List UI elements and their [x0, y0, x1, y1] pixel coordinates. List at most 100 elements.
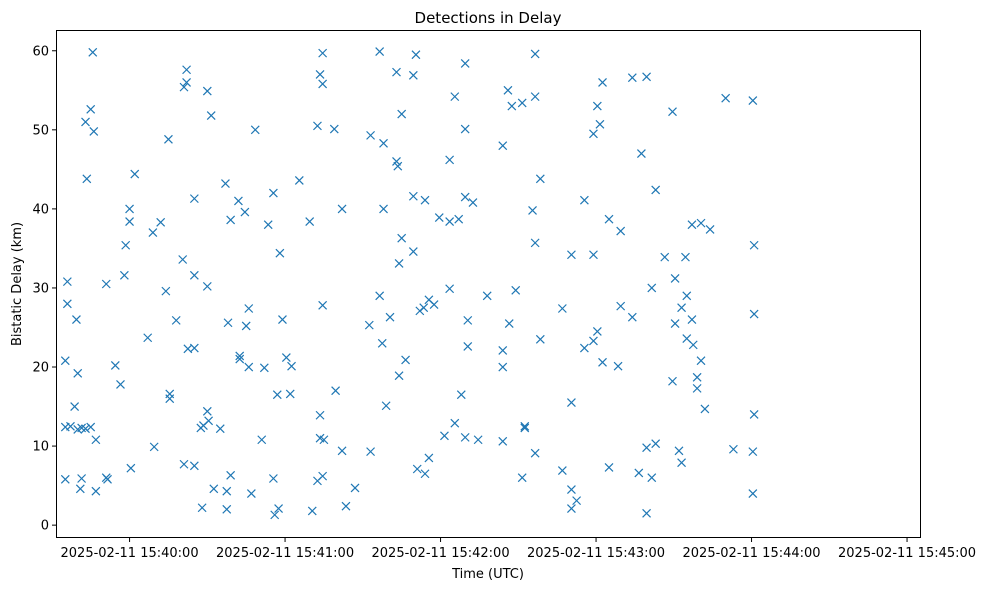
data-points — [60, 47, 759, 520]
data-point — [394, 259, 404, 268]
x-tick-label: 2025-02-11 15:45:00 — [838, 546, 976, 561]
data-point — [130, 169, 140, 179]
data-point — [749, 309, 759, 319]
data-point — [642, 508, 652, 518]
data-point — [463, 315, 473, 325]
data-point — [434, 213, 444, 223]
data-point — [498, 436, 508, 446]
data-point — [119, 270, 129, 280]
data-point — [668, 107, 677, 117]
data-point — [246, 489, 256, 498]
x-axis: 2025-02-11 15:40:00 2025-02-11 15:41:00 20… — [61, 537, 976, 561]
y-tick-label: 0 — [41, 519, 49, 534]
data-point — [233, 196, 243, 206]
data-point — [91, 435, 101, 445]
data-point — [250, 125, 260, 135]
data-point — [748, 96, 758, 105]
data-point — [677, 303, 686, 313]
y-tick-label: 30 — [32, 281, 49, 296]
x-tick-label: 2025-02-11 15:41:00 — [216, 546, 354, 561]
data-point — [103, 474, 112, 484]
data-point — [341, 501, 351, 511]
data-point — [748, 447, 758, 457]
data-point — [318, 471, 328, 481]
data-point — [682, 291, 692, 301]
data-point — [445, 155, 455, 165]
x-tick-label: 2025-02-11 15:44:00 — [683, 546, 821, 561]
data-point — [460, 58, 470, 68]
data-point — [156, 217, 166, 227]
data-point — [202, 406, 212, 416]
data-point — [375, 291, 385, 301]
data-point — [75, 484, 85, 494]
data-point — [379, 138, 388, 148]
data-point — [189, 194, 199, 204]
data-point — [616, 301, 626, 311]
data-point — [241, 321, 251, 331]
data-point — [202, 281, 212, 291]
x-axis-label: Time (UTC) — [451, 567, 524, 582]
data-point — [366, 447, 376, 457]
data-point — [274, 504, 284, 513]
data-point — [454, 214, 464, 224]
y-tick-label: 10 — [32, 440, 49, 455]
data-point — [182, 77, 192, 87]
data-point — [81, 424, 90, 434]
data-point — [482, 291, 492, 301]
data-point — [226, 470, 236, 480]
data-point — [244, 304, 254, 313]
y-axis: 0 10 20 30 40 50 60 — [32, 44, 57, 534]
data-point — [660, 252, 670, 262]
data-point — [178, 255, 188, 264]
data-point — [385, 312, 395, 322]
data-point — [315, 410, 325, 420]
data-point — [165, 394, 175, 404]
data-point — [126, 463, 136, 473]
data-point — [393, 161, 403, 171]
data-point — [88, 47, 98, 57]
data-point — [66, 421, 75, 431]
data-point — [445, 284, 455, 294]
data-point — [82, 174, 92, 184]
data-point — [463, 342, 473, 351]
data-point — [73, 368, 83, 378]
data-point — [110, 361, 120, 370]
data-point — [206, 111, 216, 121]
data-point — [408, 191, 418, 201]
data-point — [460, 124, 470, 134]
data-point — [535, 334, 545, 344]
data-point — [221, 179, 230, 189]
data-point — [688, 340, 698, 350]
data-point — [179, 82, 189, 92]
data-point — [318, 300, 328, 310]
data-point — [70, 402, 80, 411]
data-point — [498, 141, 508, 151]
data-point — [613, 361, 623, 371]
data-point — [692, 372, 702, 382]
data-point — [670, 274, 680, 283]
data-point — [445, 217, 455, 226]
data-point — [579, 343, 589, 353]
data-point — [235, 354, 245, 364]
data-point — [278, 315, 287, 325]
data-point — [528, 206, 537, 215]
data-point — [589, 336, 598, 346]
data-point — [530, 92, 540, 102]
data-point — [202, 86, 212, 96]
y-tick-label: 40 — [32, 202, 49, 217]
data-point — [60, 474, 70, 484]
data-point — [668, 376, 677, 386]
data-point — [530, 238, 540, 248]
data-point — [616, 226, 626, 236]
data-point — [511, 285, 521, 295]
data-point — [411, 50, 421, 60]
data-point — [567, 504, 576, 513]
data-point — [62, 299, 72, 309]
data-point — [149, 442, 159, 452]
data-point — [222, 486, 232, 496]
data-point — [598, 77, 607, 87]
data-point — [337, 446, 347, 456]
data-point — [473, 435, 483, 445]
data-point — [592, 101, 602, 111]
